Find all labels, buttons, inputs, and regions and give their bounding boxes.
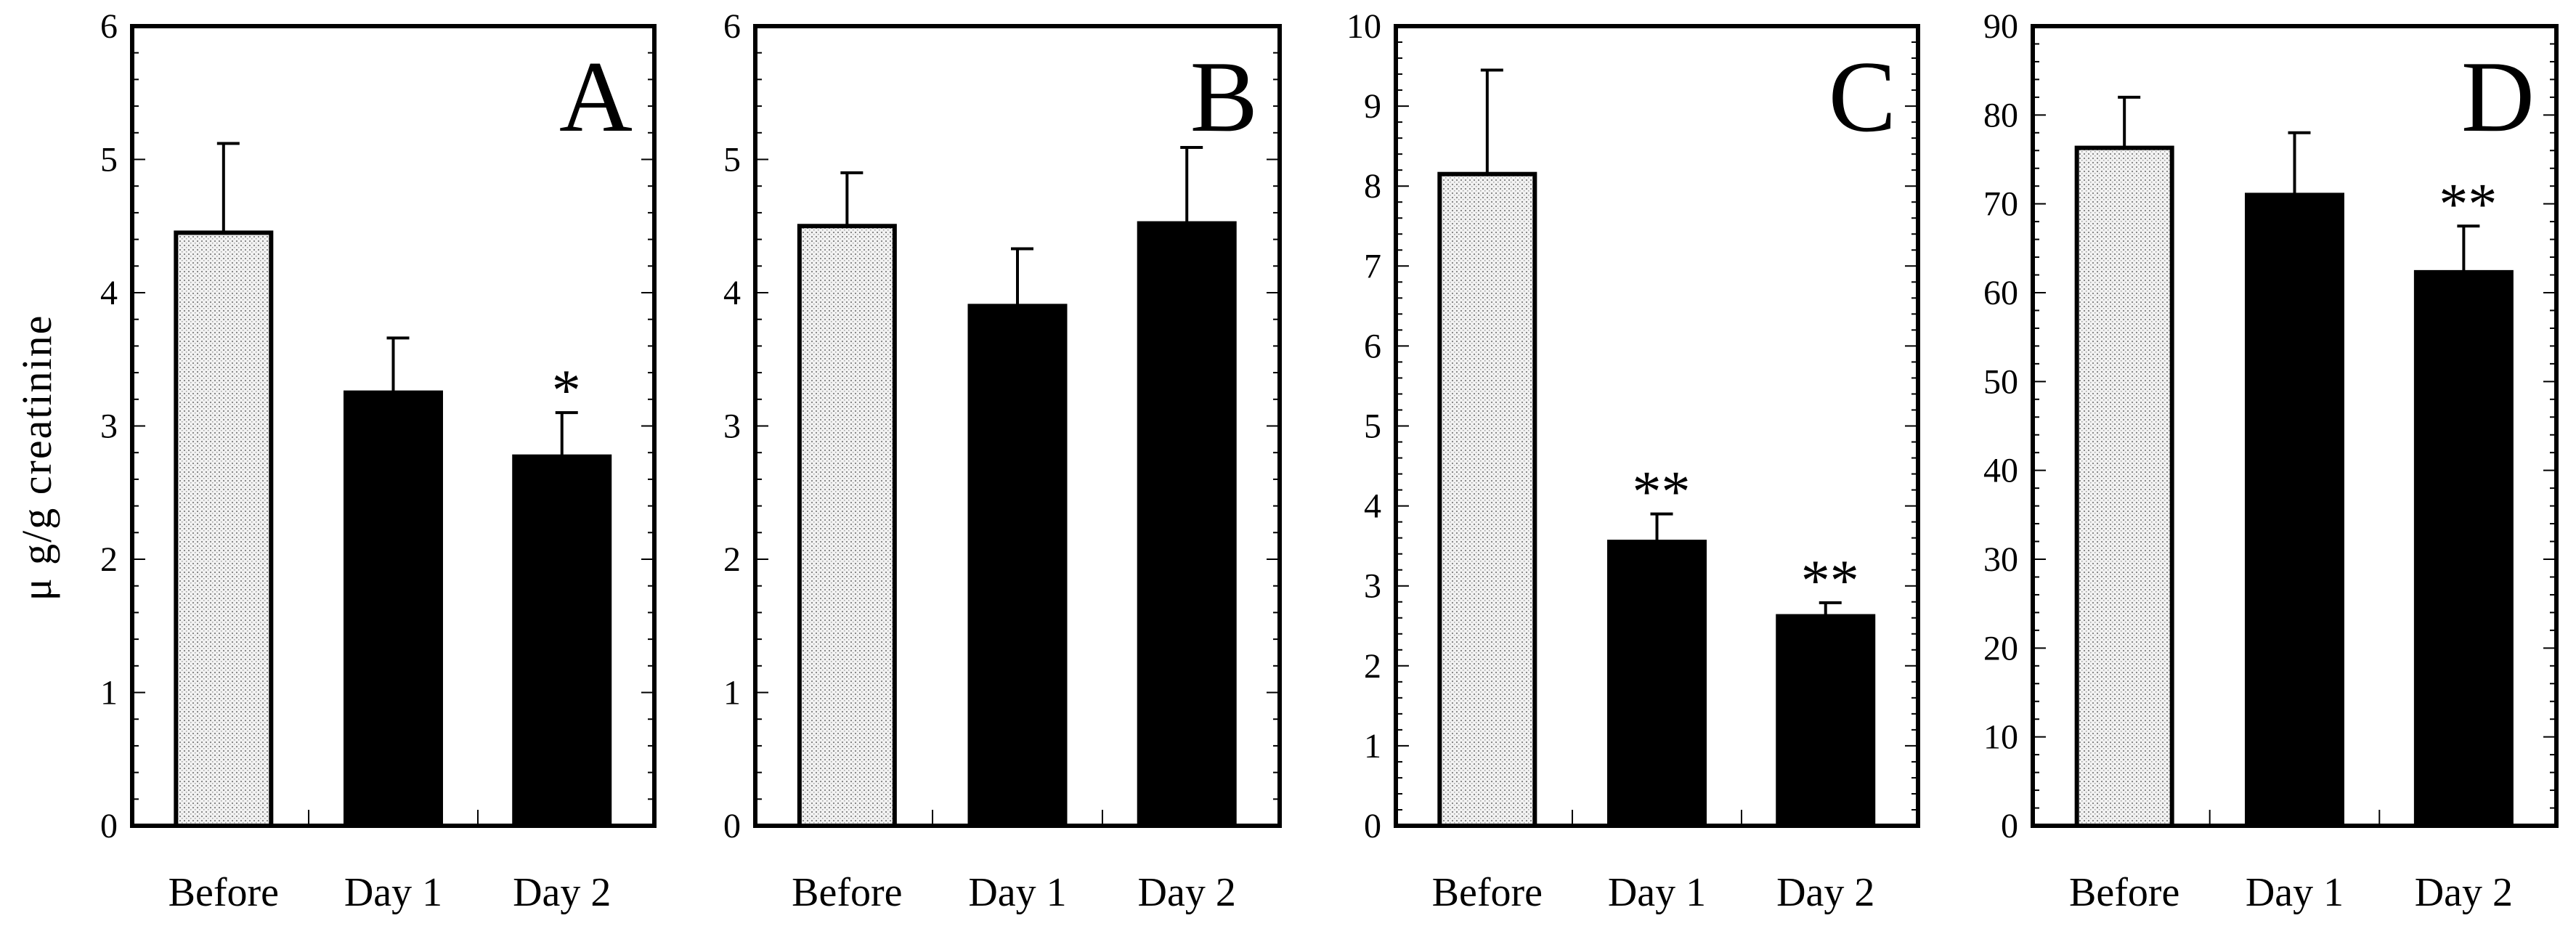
bar-day-1 <box>967 304 1068 829</box>
y-tick-label: 2 <box>723 540 741 579</box>
panel-letter: A <box>559 41 633 153</box>
y-tick-label: 80 <box>1983 96 2018 134</box>
y-axis-label: μ g/g creatinine <box>13 314 60 601</box>
bar-day-1 <box>2245 192 2344 828</box>
y-tick-label: 0 <box>2001 807 2018 845</box>
y-tick-label: 5 <box>1364 407 1381 446</box>
significance-marker: * <box>552 359 581 423</box>
y-tick-label: 50 <box>1983 362 2018 401</box>
y-tick-label: 5 <box>100 141 118 179</box>
y-tick-label: 7 <box>1364 247 1381 285</box>
bar-before <box>2074 145 2174 828</box>
y-tick-label: 3 <box>100 407 118 446</box>
panel-a: 0 1 2 3 4 5 6 Before Day 1 * Day 2 A <box>100 7 657 915</box>
y-tick-label: 0 <box>723 807 741 845</box>
panel-letter: D <box>2461 41 2535 153</box>
bar-day-2 <box>1137 221 1237 828</box>
x-tick-label: Day 2 <box>1138 870 1236 915</box>
bar-day-2 <box>1776 614 1876 829</box>
y-tick-label: 1 <box>1364 727 1381 765</box>
y-tick-label: 4 <box>723 274 741 312</box>
y-tick-label: 30 <box>1983 540 2018 579</box>
bar-day-2 <box>512 454 612 829</box>
y-tick-label: 1 <box>723 674 741 712</box>
y-tick-label: 2 <box>100 540 118 579</box>
bar-day-1 <box>344 390 443 828</box>
y-tick-label: 0 <box>100 807 118 845</box>
y-tick-label: 2 <box>1364 647 1381 686</box>
y-tick-label: 10 <box>1346 7 1381 46</box>
x-tick-label: Day 1 <box>1608 870 1706 915</box>
y-tick-label: 40 <box>1983 452 2018 490</box>
x-tick-label: Before <box>2069 870 2179 915</box>
y-tick-label: 6 <box>723 7 741 46</box>
y-tick-label: 9 <box>1364 87 1381 126</box>
x-tick-label: Before <box>1432 870 1543 915</box>
y-tick-label: 90 <box>1983 7 2018 46</box>
panel-d: 0 10 20 30 40 50 60 70 80 90 Before Day 1 ** Day 2 D <box>1983 7 2559 915</box>
significance-marker: ** <box>2439 172 2497 236</box>
bar-day-2 <box>2413 269 2514 828</box>
plot-frame <box>2031 24 2559 828</box>
y-tick-label: 4 <box>1364 487 1381 526</box>
bar-day-1 <box>1607 540 1707 829</box>
significance-marker: ** <box>1633 460 1691 524</box>
x-tick-label: Before <box>792 870 902 915</box>
panel-letter: C <box>1829 41 1896 153</box>
y-tick-label: 0 <box>1364 807 1381 845</box>
plot-frame <box>130 24 657 828</box>
significance-marker: ** <box>1801 549 1859 613</box>
y-tick-label: 60 <box>1983 274 2018 312</box>
x-tick-label: Day 1 <box>344 870 442 915</box>
x-tick-label: Day 2 <box>513 870 611 915</box>
bar-before <box>797 224 897 828</box>
x-tick-label: Day 1 <box>2246 870 2344 915</box>
y-tick-label: 8 <box>1364 167 1381 206</box>
y-tick-label: 10 <box>1983 718 2018 757</box>
plot-frame <box>753 24 1282 828</box>
x-tick-label: Day 2 <box>1776 870 1874 915</box>
x-tick-label: Day 1 <box>968 870 1066 915</box>
panel-c: 0 1 2 3 4 5 6 7 8 9 10 Before ** Day 1 ** Day 2 C <box>1346 7 1920 915</box>
y-tick-label: 5 <box>723 141 741 179</box>
y-tick-label: 4 <box>100 274 118 312</box>
y-tick-label: 6 <box>1364 327 1381 365</box>
x-tick-label: Day 2 <box>2415 870 2513 915</box>
bar-before <box>1437 171 1537 828</box>
x-tick-label: Before <box>168 870 279 915</box>
plot-frame <box>1394 24 1920 828</box>
y-tick-label: 3 <box>1364 567 1381 606</box>
bar-before <box>174 230 274 828</box>
panel-b: 0 1 2 3 4 5 6 Before Day 1 Day 2 B <box>723 7 1282 915</box>
y-tick-label: 6 <box>100 7 118 46</box>
panel-letter: B <box>1190 41 1258 153</box>
y-tick-label: 70 <box>1983 185 2018 224</box>
y-tick-label: 20 <box>1983 629 2018 667</box>
y-tick-label: 3 <box>723 407 741 446</box>
y-tick-label: 1 <box>100 674 118 712</box>
